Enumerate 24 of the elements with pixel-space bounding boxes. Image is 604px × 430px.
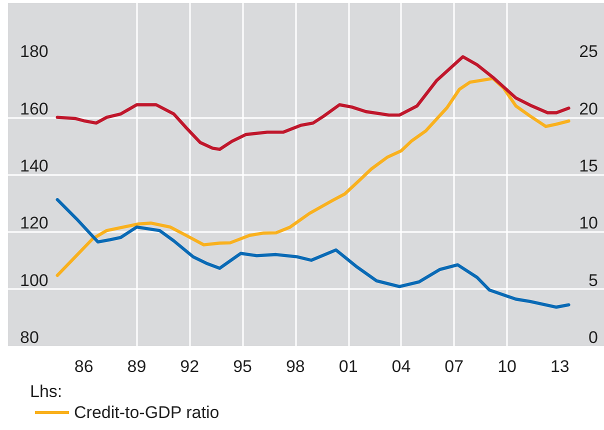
x-tick-label: 01 xyxy=(338,357,358,376)
x-tick-label: 04 xyxy=(392,357,411,376)
x-tick-label: 98 xyxy=(286,357,305,376)
y-tick-label: 120 xyxy=(20,214,48,233)
y-tick-label: 80 xyxy=(20,328,39,347)
x-tick-label: 07 xyxy=(444,357,464,376)
x-tick-label: 13 xyxy=(550,357,570,376)
y-tick-label: 140 xyxy=(20,156,48,176)
x-tick-label: 89 xyxy=(127,357,146,376)
legend-label: Credit-to-GDP ratio xyxy=(74,403,220,422)
x-tick-label: 95 xyxy=(233,357,252,376)
y2-tick-label: 10 xyxy=(579,214,598,233)
y-tick-label: 160 xyxy=(20,99,48,118)
x-tick-label: 10 xyxy=(498,357,516,376)
y-tick-label: 180 xyxy=(20,42,48,62)
y2-tick-label: 5 xyxy=(588,270,598,290)
y2-tick-label: 20 xyxy=(579,99,598,118)
x-tick-label: 92 xyxy=(180,357,200,376)
y2-tick-label: 0 xyxy=(588,328,598,347)
legend-title: Lhs: xyxy=(30,382,62,401)
y-tick-label: 100 xyxy=(20,270,48,290)
x-tick-label: 86 xyxy=(74,357,94,376)
y2-tick-label: 15 xyxy=(579,156,598,176)
y2-tick-label: 25 xyxy=(579,42,598,62)
